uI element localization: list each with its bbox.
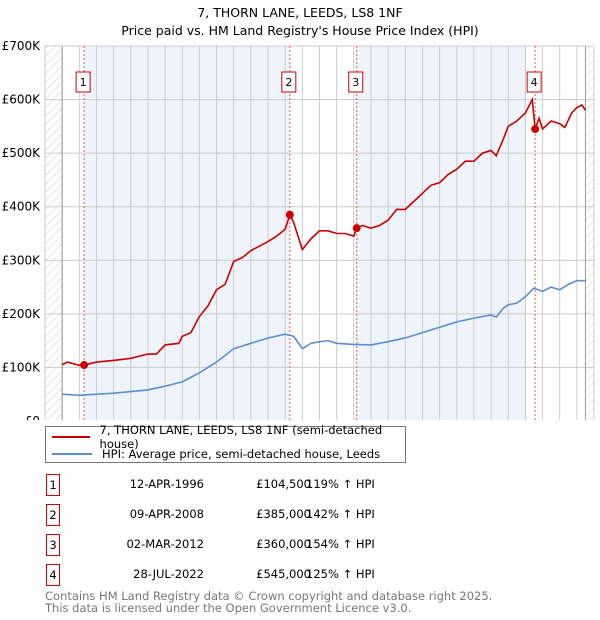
- sale-date: 28-JUL-2022: [133, 567, 204, 581]
- table-row: 2 09-APR-2008 £385,000 142% ↑ HPI: [46, 504, 446, 526]
- hpi-line: [62, 279, 586, 397]
- sale-date: 09-APR-2008: [129, 507, 204, 521]
- legend-label: 7, THORN LANE, LEEDS, LS8 1NF (semi-deta…: [99, 423, 383, 451]
- y-tick-label: £300K: [2, 253, 42, 267]
- legend: 7, THORN LANE, LEEDS, LS8 1NF (semi-deta…: [45, 423, 406, 463]
- sale-badge: 3: [46, 534, 60, 556]
- chart-title: 7, THORN LANE, LEEDS, LS8 1NF: [197, 5, 402, 20]
- price-chart: 7, THORN LANE, LEEDS, LS8 1NF Price paid…: [2, 5, 600, 458]
- footer-line: This data is licensed under the Open Gov…: [45, 601, 412, 615]
- legend-item-hpi: HPI: Average price, semi-detached house,…: [52, 446, 380, 462]
- shaded-period: [84, 46, 290, 421]
- sale-hpi: 125% ↑ HPI: [306, 567, 375, 581]
- sale-hpi: 119% ↑ HPI: [306, 477, 375, 491]
- sale-date: 12-APR-1996: [129, 477, 204, 491]
- table-row: 3 02-MAR-2012 £360,000 154% ↑ HPI: [46, 534, 446, 556]
- chart-subtitle: Price paid vs. HM Land Registry's House …: [121, 23, 478, 38]
- sale-point: [285, 210, 294, 219]
- y-tick-label: £700K: [2, 39, 42, 53]
- y-tick-label: £0: [25, 414, 40, 420]
- legend-item-property: 7, THORN LANE, LEEDS, LS8 1NF (semi-deta…: [52, 423, 405, 451]
- footer-line: Contains HM Land Registry data © Crown c…: [45, 589, 493, 603]
- sale-point: [352, 224, 361, 233]
- sale-point: [80, 361, 89, 370]
- sale-label: 2: [285, 76, 292, 89]
- sale-label-box: [348, 71, 364, 93]
- sale-label-box: [281, 71, 297, 93]
- y-tick-label: £200K: [2, 307, 42, 321]
- sale-price: £385,000: [256, 507, 311, 521]
- sale-label: 3: [352, 76, 359, 89]
- y-tick-label: £500K: [2, 146, 42, 160]
- hatched-region: [585, 46, 594, 421]
- table-row: 4 28-JUL-2022 £545,000 125% ↑ HPI: [46, 564, 446, 586]
- legend-swatch-blue: [52, 453, 92, 455]
- sale-label: 4: [531, 76, 538, 89]
- sale-point: [531, 125, 540, 134]
- y-tick-label: £400K: [2, 200, 42, 214]
- sale-label-box: [526, 71, 542, 93]
- sale-price: £360,000: [256, 537, 311, 551]
- sale-badge: 2: [46, 504, 60, 526]
- legend-label: HPI: Average price, semi-detached house,…: [102, 447, 381, 461]
- sale-label-box: [75, 71, 91, 93]
- sale-price: £104,500: [256, 477, 311, 491]
- y-tick-label: £600K: [2, 93, 42, 107]
- sale-date: 02-MAR-2012: [126, 537, 204, 551]
- sale-badge: 4: [46, 564, 60, 586]
- legend-swatch-red: [52, 436, 90, 438]
- sale-hpi: 142% ↑ HPI: [306, 507, 375, 521]
- shaded-period: [356, 46, 527, 421]
- sale-price: £545,000: [256, 567, 311, 581]
- sale-badge: 1: [46, 474, 60, 496]
- sale-hpi: 154% ↑ HPI: [306, 537, 375, 551]
- table-row: 1 12-APR-1996 £104,500 119% ↑ HPI: [46, 474, 446, 496]
- footer-note: Contains HM Land Registry data © Crown c…: [45, 590, 492, 614]
- sale-label: 1: [80, 76, 87, 89]
- hatched-region: [45, 46, 63, 421]
- y-tick-label: £100K: [2, 360, 42, 374]
